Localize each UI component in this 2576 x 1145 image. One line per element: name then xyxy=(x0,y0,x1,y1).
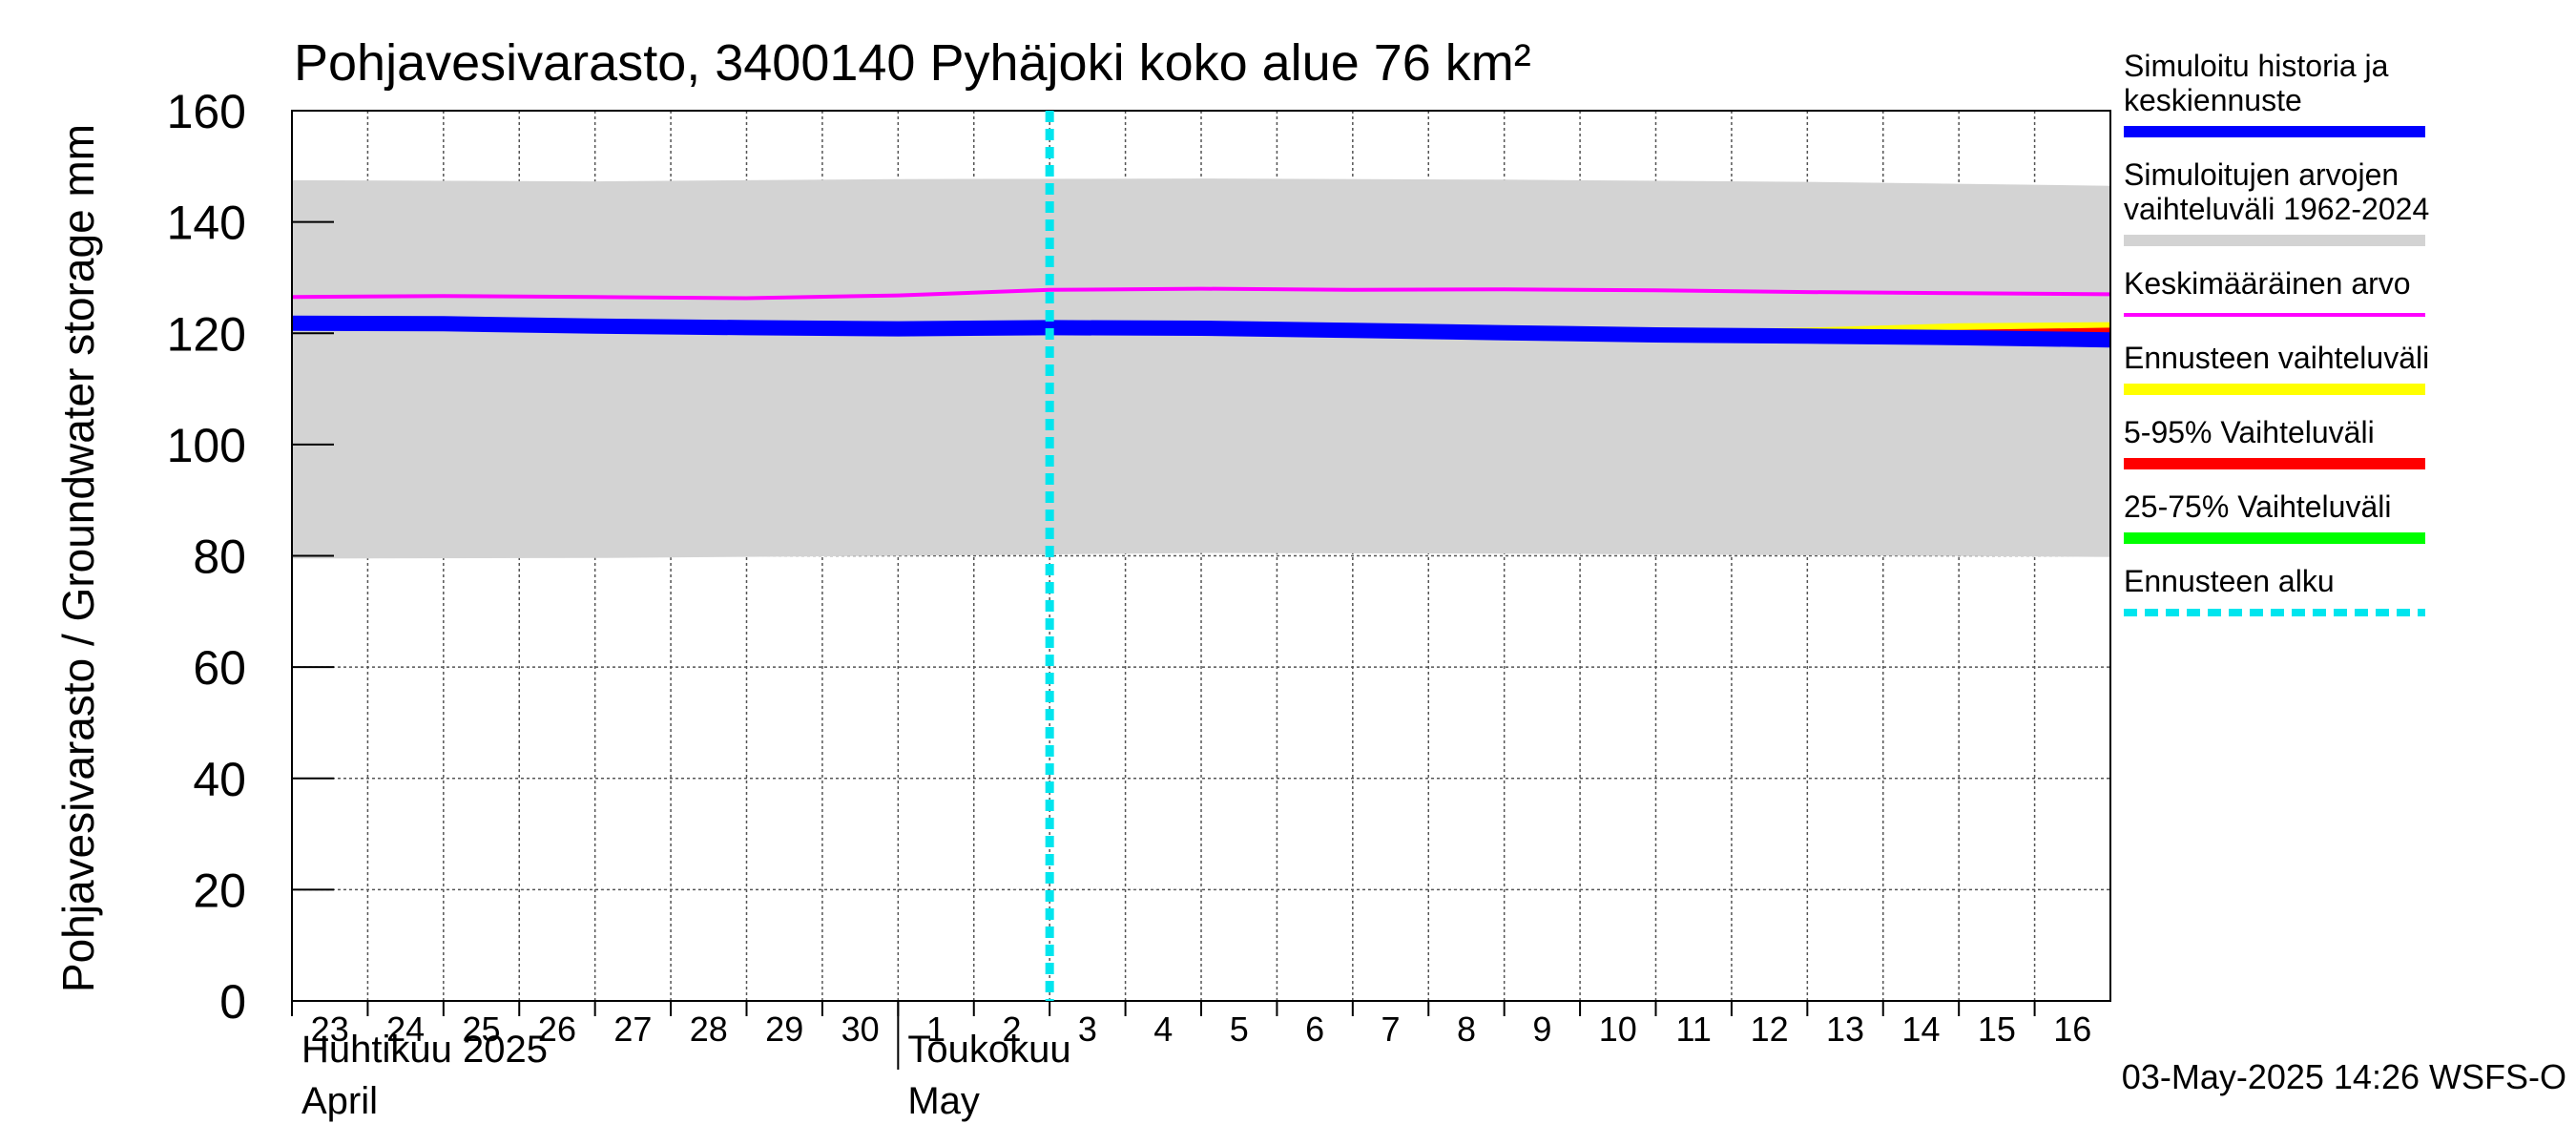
y-tick-label: 140 xyxy=(167,197,246,250)
x-tick-label: 3 xyxy=(1078,1010,1097,1049)
x-tick-label: 26 xyxy=(538,1010,576,1049)
x-tick-label: 1 xyxy=(926,1010,945,1049)
x-tick-label: 14 xyxy=(1901,1010,1940,1049)
series-line xyxy=(291,315,2111,348)
y-tick-label: 100 xyxy=(167,419,246,472)
month-label-en: April xyxy=(301,1080,378,1122)
x-tick-label: 4 xyxy=(1153,1010,1173,1049)
legend-label: Ennusteen alku xyxy=(2124,564,2335,598)
x-axis-ticks: 23 24 25 26 27 28 29 30 1 2 3 4 5 6 7 8 9 10 11 12 13 14 15 16H… xyxy=(291,1001,2091,1122)
series-band xyxy=(292,178,2110,559)
series-line xyxy=(291,286,2111,301)
y-tick-label: 160 xyxy=(167,85,246,138)
y-axis-label: Pohjavesivarasto / Groundwater storage m… xyxy=(53,124,103,992)
legend-label: 25-75% Vaihteluväli xyxy=(2124,489,2391,524)
x-tick-label: 2 xyxy=(1002,1010,1021,1049)
footer-timestamp: 03-May-2025 14:26 WSFS-O xyxy=(2122,1057,2566,1096)
x-tick-label: 6 xyxy=(1305,1010,1324,1049)
legend-label: Simuloitujen arvojen xyxy=(2124,157,2399,192)
x-tick-label: 16 xyxy=(2053,1010,2091,1049)
y-tick-label: 0 xyxy=(219,975,246,1029)
x-tick-label: 12 xyxy=(1751,1010,1789,1049)
y-tick-label: 120 xyxy=(167,307,246,361)
legend-label: vaihteluväli 1962-2024 xyxy=(2124,192,2429,226)
legend-label: Simuloitu historia ja xyxy=(2124,49,2389,83)
x-tick-label: 7 xyxy=(1381,1010,1401,1049)
month-label-fi: Huhtikuu 2025 xyxy=(301,1029,548,1071)
x-tick-label: 27 xyxy=(613,1010,652,1049)
x-tick-label: 5 xyxy=(1230,1010,1249,1049)
x-tick-label: 24 xyxy=(386,1010,425,1049)
y-axis-ticks: 0 20 40 60 80 100 120 140 160 xyxy=(167,85,334,1029)
y-tick-label: 40 xyxy=(193,753,246,806)
x-tick-label: 11 xyxy=(1676,1010,1712,1049)
x-tick-label: 30 xyxy=(841,1010,880,1049)
y-tick-label: 20 xyxy=(193,864,246,917)
x-tick-label: 9 xyxy=(1532,1010,1551,1049)
legend-label: Keskimääräinen arvo xyxy=(2124,266,2411,301)
x-tick-label: 25 xyxy=(463,1010,501,1049)
series-layer xyxy=(291,178,2111,559)
x-tick-label: 13 xyxy=(1826,1010,1864,1049)
x-tick-label: 15 xyxy=(1978,1010,2016,1049)
legend-label: Ennusteen vaihteluväli xyxy=(2124,341,2429,375)
chart-title: Pohjavesivarasto, 3400140 Pyhäjoki koko … xyxy=(294,34,1531,92)
month-label-en: May xyxy=(907,1080,980,1122)
month-label-fi: Toukokuu xyxy=(907,1029,1070,1071)
y-tick-label: 60 xyxy=(193,641,246,695)
legend-label: 5-95% Vaihteluväli xyxy=(2124,415,2375,449)
legend-label: keskiennuste xyxy=(2124,83,2302,117)
x-tick-label: 23 xyxy=(311,1010,349,1049)
x-tick-label: 28 xyxy=(690,1010,728,1049)
y-tick-label: 80 xyxy=(193,531,246,584)
x-tick-label: 8 xyxy=(1457,1010,1476,1049)
x-tick-label: 29 xyxy=(765,1010,803,1049)
x-tick-label: 10 xyxy=(1599,1010,1637,1049)
